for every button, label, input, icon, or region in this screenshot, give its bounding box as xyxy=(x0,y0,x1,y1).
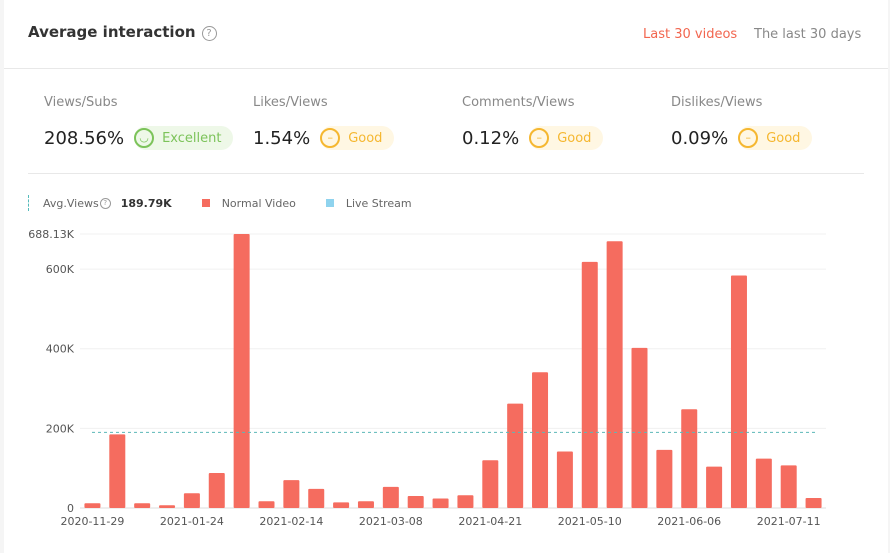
metric-label: Views/Subs xyxy=(44,95,118,110)
rating-label: Excellent xyxy=(162,130,222,146)
tab-last-30-days[interactable]: The last 30 days xyxy=(754,27,862,42)
y-tick-label: 688.13K xyxy=(28,228,74,241)
x-tick-label: 2020-11-29 xyxy=(60,515,124,528)
bar xyxy=(656,449,673,508)
neutral-face-icon: – xyxy=(529,128,550,148)
metric-comments-per-views: Comments/Views 0.12% – Good xyxy=(462,95,604,150)
bar xyxy=(805,498,822,508)
metric-label: Dislikes/Views xyxy=(671,95,763,110)
rating-label: Good xyxy=(766,130,801,146)
bar xyxy=(283,480,300,508)
bar xyxy=(159,505,176,508)
neutral-face-icon: – xyxy=(738,128,759,148)
bar xyxy=(532,372,549,508)
bar xyxy=(482,460,499,508)
x-tick-label: 2021-05-10 xyxy=(558,515,622,528)
rating-badge: – Good xyxy=(320,126,395,150)
bar xyxy=(258,501,275,508)
bar xyxy=(706,466,723,508)
bar xyxy=(606,241,623,509)
x-tick-label: 2021-01-24 xyxy=(160,515,224,528)
bar xyxy=(631,347,648,508)
metric-label: Comments/Views xyxy=(462,95,575,110)
bar xyxy=(134,503,151,508)
x-tick-label: 2021-03-08 xyxy=(359,515,423,528)
rating-badge: ◡ Excellent xyxy=(134,126,234,150)
x-tick-label: 2021-02-14 xyxy=(259,515,323,528)
help-icon[interactable]: ? xyxy=(201,26,217,41)
legend-live-stream[interactable]: Live Stream xyxy=(345,196,412,210)
avg-views-label: Avg.Views xyxy=(43,196,99,210)
views-bar-chart: 0 200K 400K 600K 688.13K 2020-11-29 2021-01-24… xyxy=(28,228,826,528)
normal-video-swatch xyxy=(201,199,210,207)
metric-value: 1.54% xyxy=(253,127,311,149)
tab-last-30-videos[interactable]: Last 30 videos xyxy=(643,27,738,42)
bar xyxy=(755,458,772,508)
card-header: Average interaction? Last 30 videos The … xyxy=(4,0,888,69)
bar xyxy=(556,451,573,508)
metric-value: 0.12% xyxy=(462,127,520,149)
bar xyxy=(581,261,598,508)
y-tick-label: 200K xyxy=(46,422,75,435)
smile-face-icon: ◡ xyxy=(134,128,155,148)
bar xyxy=(84,503,101,508)
bar xyxy=(681,409,698,508)
rating-label: Good xyxy=(557,130,592,146)
x-tick-label: 2021-04-21 xyxy=(458,515,522,528)
divider xyxy=(28,173,864,174)
bar xyxy=(730,275,747,508)
metric-likes-per-views: Likes/Views 1.54% – Good xyxy=(253,95,395,150)
title-text: Average interaction xyxy=(28,23,196,41)
rating-badge: – Good xyxy=(738,126,813,150)
card-title: Average interaction? xyxy=(28,23,217,41)
rating-badge: – Good xyxy=(529,126,604,150)
chart-legend: Avg.Views ? 189.79K Normal Video Live St… xyxy=(28,195,412,211)
legend-normal-video[interactable]: Normal Video xyxy=(221,196,296,210)
x-tick-label: 2021-06-06 xyxy=(657,515,721,528)
bar xyxy=(382,486,399,508)
bar xyxy=(432,498,449,508)
bar xyxy=(457,495,474,508)
metric-dislikes-per-views: Dislikes/Views 0.09% – Good xyxy=(671,95,813,150)
y-tick-label: 0 xyxy=(67,502,74,515)
metric-views-per-subs: Views/Subs 208.56% ◡ Excellent xyxy=(44,95,234,150)
bar xyxy=(308,488,325,508)
bar xyxy=(208,472,225,508)
bar xyxy=(233,234,250,508)
avg-views-value: 189.79K xyxy=(120,196,172,210)
average-interaction-card: Average interaction? Last 30 videos The … xyxy=(4,0,888,553)
metric-label: Likes/Views xyxy=(253,95,328,110)
rating-label: Good xyxy=(348,130,383,146)
metric-value: 0.09% xyxy=(671,127,729,149)
bar xyxy=(183,493,200,508)
metric-value: 208.56% xyxy=(44,127,125,149)
avg-help-icon[interactable]: ? xyxy=(99,197,111,209)
live-stream-swatch xyxy=(325,199,334,207)
y-tick-label: 600K xyxy=(46,263,75,276)
bar xyxy=(407,496,424,508)
x-tick-label: 2021-07-11 xyxy=(757,515,821,528)
neutral-face-icon: – xyxy=(320,128,341,148)
avg-legend-line xyxy=(28,195,29,211)
bar xyxy=(333,502,350,508)
bar xyxy=(780,465,797,508)
bar xyxy=(109,434,126,508)
bar xyxy=(507,403,524,508)
y-tick-label: 400K xyxy=(46,343,75,356)
bar xyxy=(357,501,374,508)
